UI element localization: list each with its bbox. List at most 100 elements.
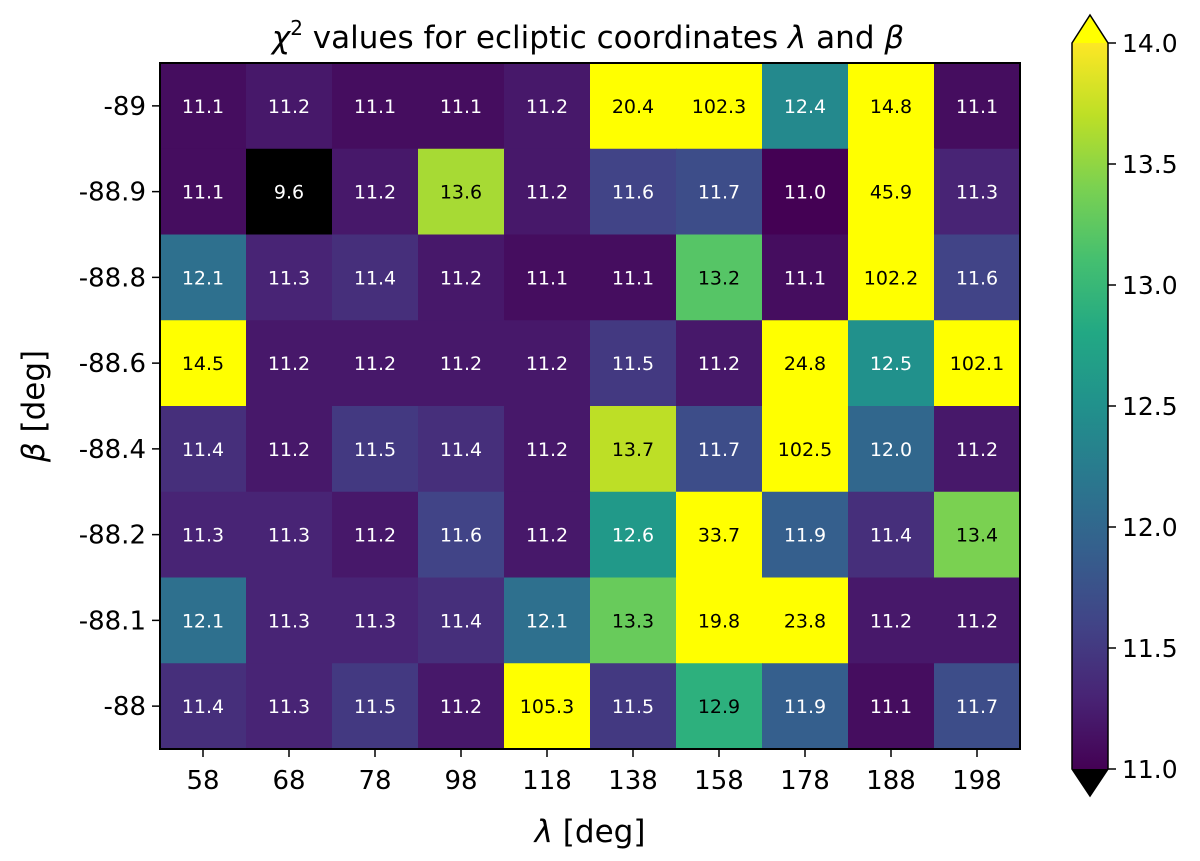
heatmap-cell bbox=[418, 577, 505, 664]
cell-value-label: 11.5 bbox=[354, 439, 396, 461]
x-tick-label: 98 bbox=[444, 766, 477, 796]
heatmap-cell bbox=[848, 577, 935, 664]
cell-value-label: 11.6 bbox=[612, 182, 654, 204]
heatmap-cell bbox=[332, 491, 419, 579]
heatmap-cell bbox=[676, 577, 763, 664]
heatmap-cell bbox=[160, 234, 247, 321]
heatmap-cell bbox=[590, 491, 677, 579]
y-tick-label: -89 bbox=[104, 92, 146, 122]
heatmap-cell bbox=[246, 320, 333, 407]
colorbar-over-extension bbox=[1072, 15, 1108, 43]
cell-value-label: 11.4 bbox=[440, 610, 482, 632]
heatmap-cell bbox=[332, 63, 419, 150]
heatmap-cell bbox=[934, 234, 1021, 321]
heatmap-cell bbox=[762, 491, 849, 579]
cell-value-label: 11.3 bbox=[956, 182, 998, 204]
cell-value-label: 12.5 bbox=[870, 353, 912, 375]
heatmap-cell bbox=[848, 63, 935, 150]
cell-value-label: 11.2 bbox=[440, 696, 482, 718]
heatmap-cell bbox=[590, 63, 677, 150]
cell-value-label: 11.5 bbox=[612, 696, 654, 718]
heatmap-cell bbox=[504, 320, 591, 407]
heatmap-cell bbox=[848, 491, 935, 579]
x-axis: 58 68 78 98 118 138 158 178 188 198 bbox=[186, 749, 1002, 796]
heatmap-cell bbox=[848, 663, 935, 750]
cell-value-label: 11.2 bbox=[440, 267, 482, 289]
cell-value-label: 13.3 bbox=[612, 610, 654, 632]
cell-value-label: 12.4 bbox=[784, 96, 826, 118]
heatmap-cell bbox=[590, 577, 677, 664]
title-lambda: λ bbox=[786, 20, 806, 56]
heatmap-cell bbox=[676, 148, 763, 236]
cell-value-label: 12.1 bbox=[182, 267, 224, 289]
x-tick-label: 158 bbox=[694, 766, 744, 796]
heatmap-cell bbox=[246, 148, 333, 236]
cell-value-label: 11.4 bbox=[354, 267, 396, 289]
heatmap-cell bbox=[934, 148, 1021, 236]
cell-value-label: 105.3 bbox=[520, 696, 574, 718]
heatmap-cell bbox=[504, 577, 591, 664]
cell-value-label: 12.1 bbox=[182, 610, 224, 632]
heatmap-cell bbox=[762, 320, 849, 407]
x-tick-label: 78 bbox=[358, 766, 391, 796]
cell-value-label: 102.1 bbox=[950, 353, 1004, 375]
heatmap-cell bbox=[762, 406, 849, 493]
heatmap-cell bbox=[934, 491, 1021, 579]
heatmap-cell bbox=[332, 577, 419, 664]
heatmap-cell bbox=[418, 148, 505, 236]
y-axis-symbol: β bbox=[16, 442, 52, 463]
heatmap-cell bbox=[848, 234, 935, 321]
cell-value-label: 19.8 bbox=[698, 610, 740, 632]
colorbar-tick-label: 14.0 bbox=[1122, 29, 1178, 58]
heatmap-cell bbox=[848, 406, 935, 493]
heatmap-cell bbox=[676, 234, 763, 321]
colorbar-tick-label: 13.0 bbox=[1122, 271, 1178, 300]
heatmap-cell bbox=[332, 148, 419, 236]
y-tick-label: -88.9 bbox=[79, 178, 146, 208]
cell-value-label: 24.8 bbox=[784, 353, 826, 375]
y-axis: -89 -88.9 -88.8 -88.6 -88.4 -88.2 -88.1 -88 bbox=[79, 92, 160, 722]
heatmap-cell bbox=[762, 148, 849, 236]
cell-value-label: 11.3 bbox=[268, 267, 310, 289]
colorbar-tick-label: 13.5 bbox=[1122, 150, 1178, 179]
cell-value-label: 11.1 bbox=[956, 96, 998, 118]
cell-value-label: 12.0 bbox=[870, 439, 912, 461]
x-tick-label: 138 bbox=[608, 766, 658, 796]
y-axis-unit: [deg] bbox=[16, 350, 52, 442]
cell-value-label: 33.7 bbox=[698, 525, 740, 547]
heatmap-cell bbox=[934, 577, 1021, 664]
heatmap-cell bbox=[160, 491, 247, 579]
heatmap-cell bbox=[762, 577, 849, 664]
cell-value-label: 11.5 bbox=[354, 696, 396, 718]
heatmap-cell bbox=[418, 406, 505, 493]
cell-value-label: 12.6 bbox=[612, 525, 654, 547]
heatmap-cell bbox=[848, 148, 935, 236]
heatmap-cell bbox=[246, 406, 333, 493]
colorbar-gradient bbox=[1072, 43, 1108, 769]
x-tick-label: 118 bbox=[522, 766, 572, 796]
heatmap-cell bbox=[590, 663, 677, 750]
cell-value-label: 11.3 bbox=[268, 696, 310, 718]
heatmap-cell bbox=[504, 234, 591, 321]
cell-value-label: 11.2 bbox=[268, 439, 310, 461]
cell-value-label: 11.3 bbox=[268, 525, 310, 547]
cell-value-label: 11.6 bbox=[440, 525, 482, 547]
heatmap-cell bbox=[934, 63, 1021, 150]
cell-value-label: 11.7 bbox=[698, 439, 740, 461]
heatmap-cell bbox=[590, 320, 677, 407]
cell-value-label: 11.3 bbox=[268, 610, 310, 632]
cell-value-label: 11.2 bbox=[268, 353, 310, 375]
heatmap-cell bbox=[676, 406, 763, 493]
y-tick-label: -88.1 bbox=[79, 606, 146, 636]
cell-value-label: 102.3 bbox=[692, 96, 746, 118]
heatmap-cell bbox=[504, 663, 591, 750]
cell-value-label: 11.1 bbox=[784, 267, 826, 289]
colorbar: 11.0 11.5 12.0 12.5 13.0 13.5 14.0 bbox=[1071, 13, 1178, 798]
heatmap-cell bbox=[934, 406, 1021, 493]
x-tick-label: 178 bbox=[780, 766, 830, 796]
heatmap-cell bbox=[160, 320, 247, 407]
y-tick-label: -88.8 bbox=[79, 263, 146, 293]
cell-value-label: 11.7 bbox=[698, 182, 740, 204]
